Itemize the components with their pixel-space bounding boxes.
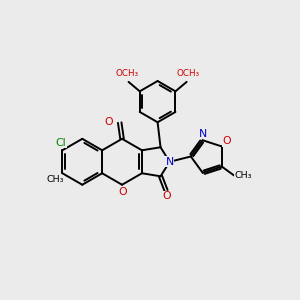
Text: O: O: [105, 117, 113, 127]
Text: CH₃: CH₃: [235, 171, 252, 180]
Text: CH₃: CH₃: [46, 175, 64, 184]
Text: O: O: [223, 136, 231, 146]
Text: Cl: Cl: [56, 138, 66, 148]
Text: N: N: [166, 157, 174, 167]
Text: OCH₃: OCH₃: [116, 69, 139, 78]
Text: O: O: [162, 191, 171, 202]
Text: O: O: [118, 187, 127, 197]
Text: OCH₃: OCH₃: [176, 69, 200, 78]
Text: N: N: [199, 129, 207, 139]
